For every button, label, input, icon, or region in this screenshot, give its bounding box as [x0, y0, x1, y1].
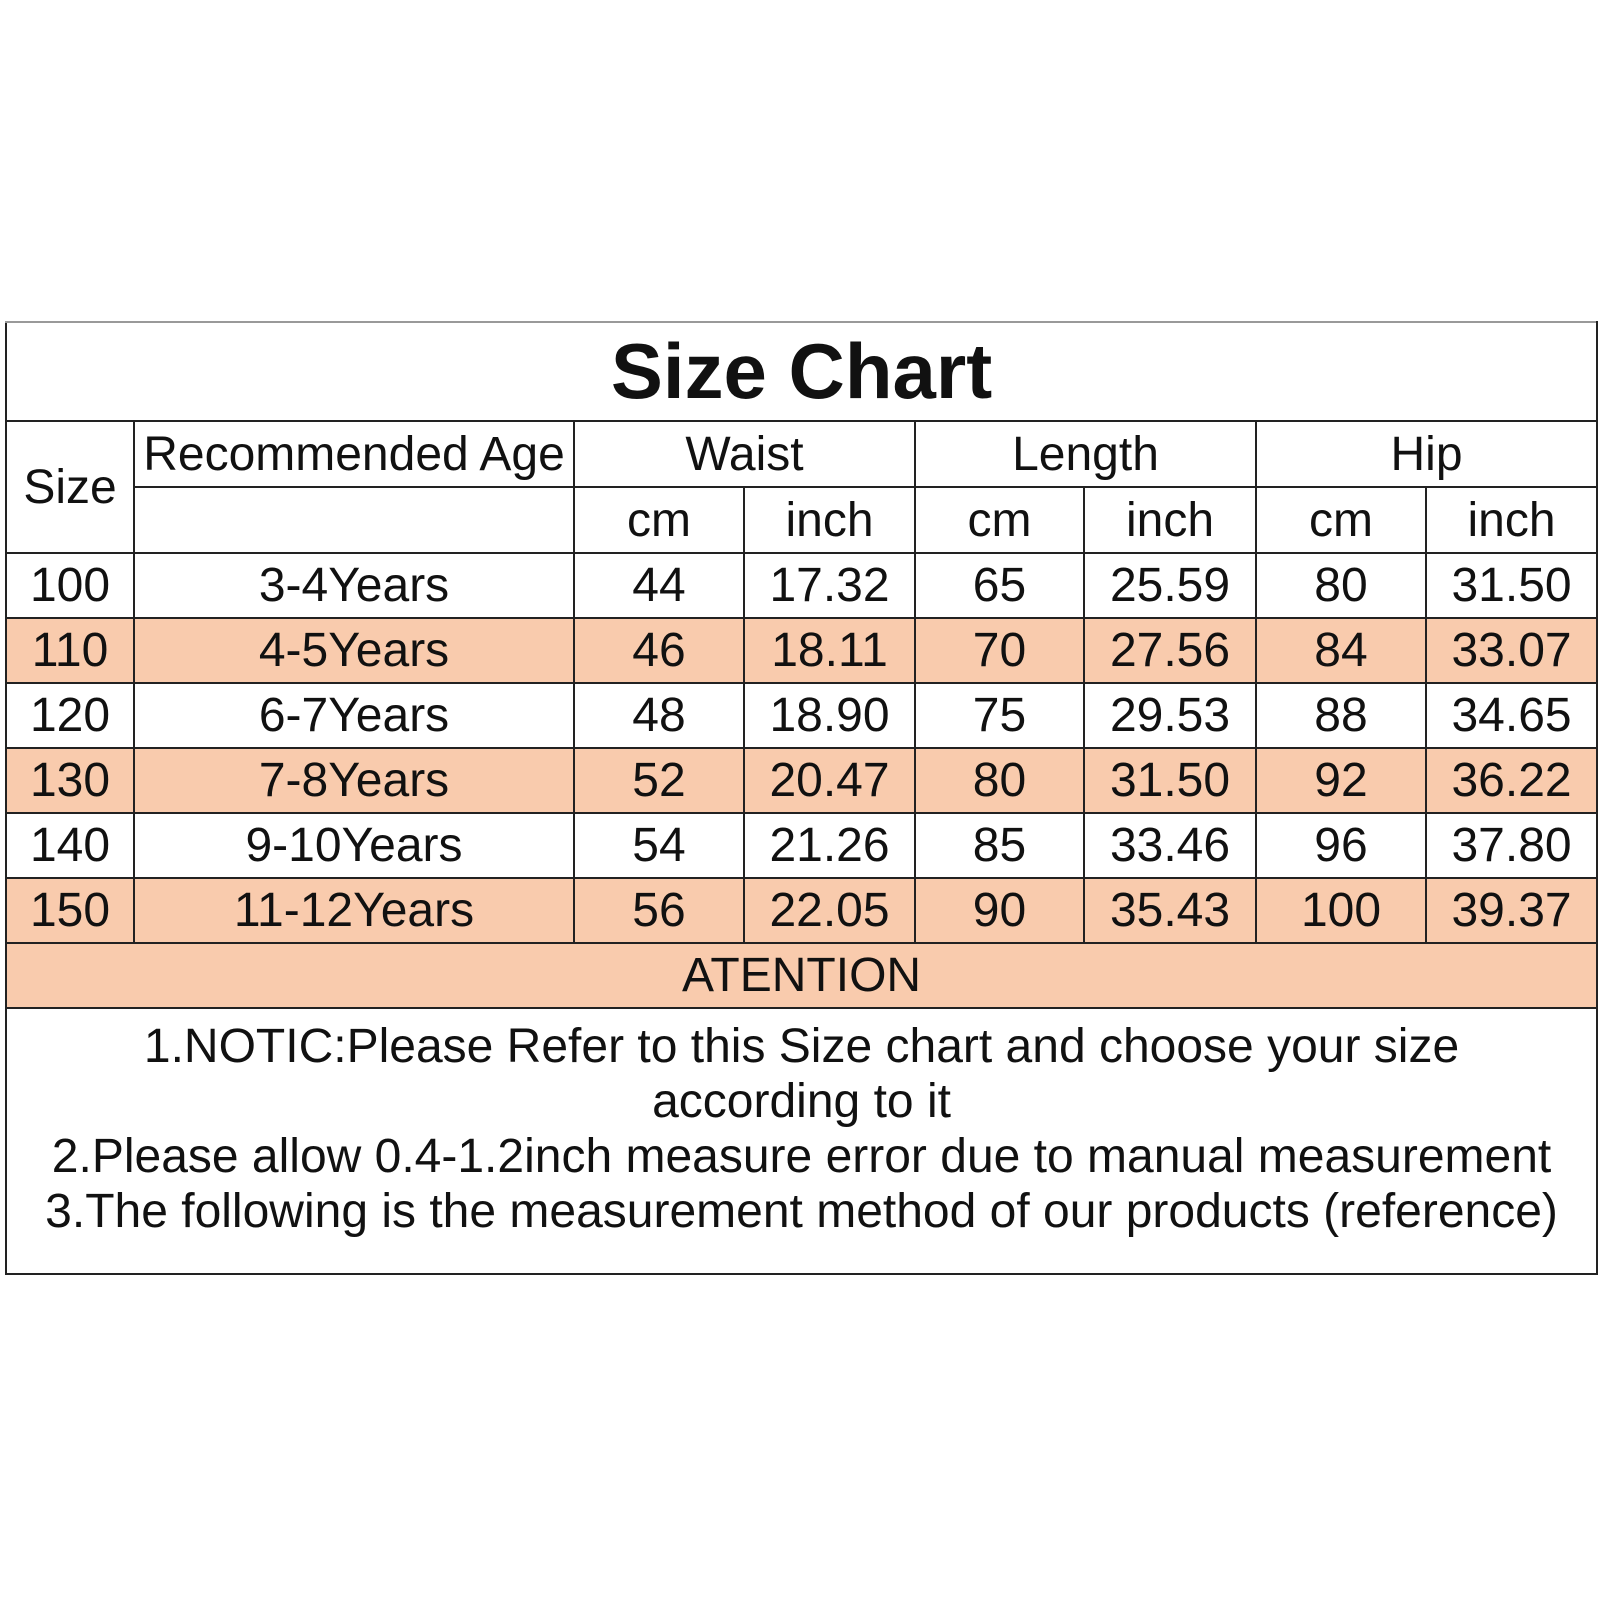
- cell: 84: [1255, 617, 1427, 684]
- cell: 21.26: [743, 812, 916, 879]
- cell: 27.56: [1083, 617, 1257, 684]
- cell: 54: [573, 812, 745, 879]
- cell: 22.05: [743, 877, 916, 944]
- attention: ATENTION: [4, 942, 1599, 1009]
- cell: 100: [5, 552, 135, 619]
- cell: 31.50: [1424, 552, 1599, 619]
- subheader: inch: [743, 486, 916, 554]
- cell: 6-7Years: [133, 682, 575, 749]
- cell: 31.50: [1083, 747, 1257, 814]
- row: 150 11-12Years 56 22.05 90 35.43 100 39.37: [5, 877, 1599, 944]
- cell: 44: [573, 552, 745, 619]
- cell: 33.07: [1424, 617, 1599, 684]
- cell: 88: [1255, 682, 1427, 749]
- empty-cell: [133, 486, 575, 554]
- subheader: cm: [914, 486, 1085, 554]
- notes-cell: 1.NOTIC:Please Refer to this Size chart …: [4, 1007, 1599, 1275]
- cell: 3-4Years: [133, 552, 575, 619]
- cell: 36.22: [1424, 747, 1599, 814]
- cell: 11-12Years: [133, 877, 575, 944]
- row: 120 6-7Years 48 18.90 75 29.53 88 34.65: [5, 682, 1599, 749]
- cell: 85: [914, 812, 1085, 879]
- cell: 25.59: [1083, 552, 1257, 619]
- row: 110 4-5Years 46 18.11 70 27.56 84 33.07: [5, 617, 1599, 684]
- cell: 140: [5, 812, 135, 879]
- note: 2.Please allow 0.4-1.2inch measure error…: [51, 1130, 1552, 1183]
- cell: 75: [914, 682, 1085, 749]
- cell: 37.80: [1424, 812, 1599, 879]
- cell: 4-5Years: [133, 617, 575, 684]
- cell: 150: [5, 877, 135, 944]
- row: 130 7-8Years 52 20.47 80 31.50 92 36.22: [5, 747, 1599, 814]
- cell: 65: [914, 552, 1085, 619]
- row: 140 9-10Years 54 21.26 85 33.46 96 37.80: [5, 812, 1599, 879]
- cell: 20.47: [743, 747, 916, 814]
- header: Size: [5, 420, 135, 554]
- subheader: cm: [1255, 486, 1427, 554]
- title: Size Chart: [4, 321, 1599, 422]
- cell: 29.53: [1083, 682, 1257, 749]
- cell: 7-8Years: [133, 747, 575, 814]
- cell: 120: [5, 682, 135, 749]
- header: Recommended Age: [133, 420, 575, 488]
- cell: 70: [914, 617, 1085, 684]
- cell: 90: [914, 877, 1085, 944]
- cell: 80: [914, 747, 1085, 814]
- cell: 56: [573, 877, 745, 944]
- cell: 100: [1255, 877, 1427, 944]
- cell: 33.46: [1083, 812, 1257, 879]
- cell: 35.43: [1083, 877, 1257, 944]
- cell: 52: [573, 747, 745, 814]
- cell: 130: [5, 747, 135, 814]
- cell: 34.65: [1424, 682, 1599, 749]
- header: Waist: [573, 420, 916, 488]
- cell: 39.37: [1424, 877, 1599, 944]
- cell: 48: [573, 682, 745, 749]
- cell: 18.90: [743, 682, 916, 749]
- subheader: cm: [573, 486, 745, 554]
- row: 100 3-4Years 44 17.32 65 25.59 80 31.50: [5, 552, 1599, 619]
- cell: 92: [1255, 747, 1427, 814]
- cell: 110: [5, 617, 135, 684]
- cell: 46: [573, 617, 745, 684]
- note: 3.The following is the measurement metho…: [45, 1185, 1558, 1238]
- note: 1.NOTIC:Please Refer to this Size chart …: [143, 1020, 1460, 1128]
- header: Length: [914, 420, 1257, 488]
- subheader: inch: [1083, 486, 1257, 554]
- subheader: inch: [1424, 486, 1599, 554]
- cell: 18.11: [743, 617, 916, 684]
- cell: 96: [1255, 812, 1427, 879]
- cell: 17.32: [743, 552, 916, 619]
- cell: 80: [1255, 552, 1427, 619]
- header: Hip: [1254, 420, 1599, 488]
- cell: 9-10Years: [133, 812, 575, 879]
- size-table: Size Chart Size Recommended Age Waist Le…: [4, 321, 1599, 1275]
